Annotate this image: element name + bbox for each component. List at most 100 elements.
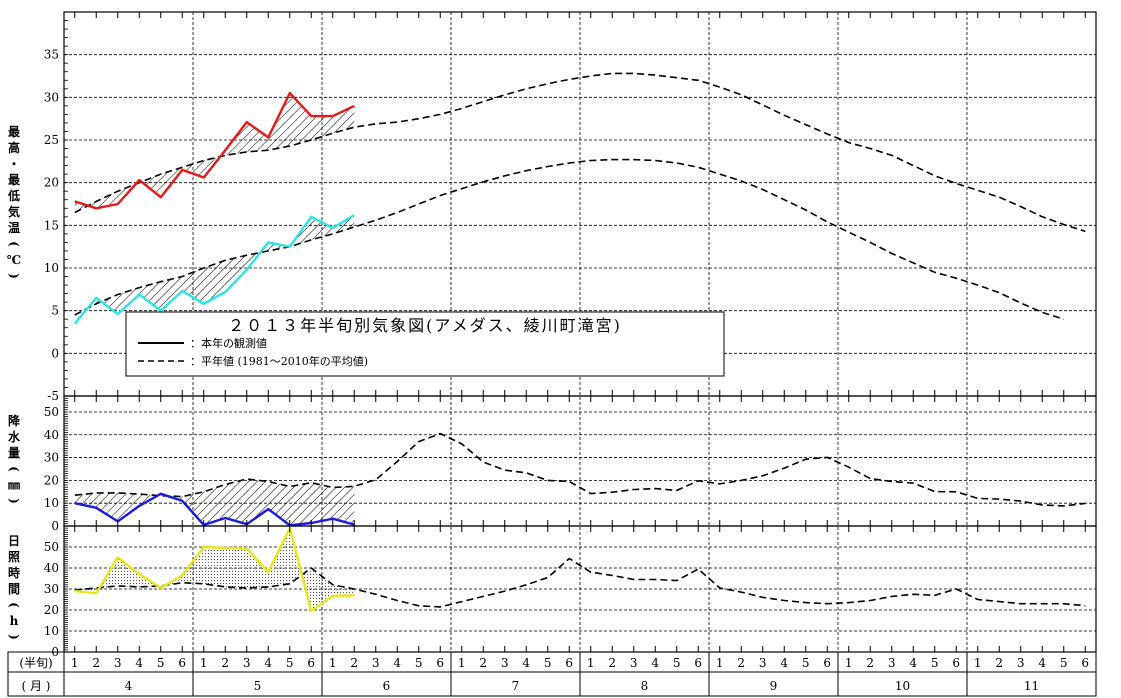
series-min-observed (73, 214, 355, 325)
half-month-label: 3 (1017, 656, 1025, 670)
month-axis-label: ( 月 ) (22, 679, 51, 693)
y-axis-label-char: ( (7, 241, 21, 247)
y-axis-label-char: 最 (8, 125, 21, 139)
y-axis-label-char: ( (7, 466, 21, 472)
half-month-label: 4 (522, 656, 530, 670)
half-month-label: 5 (1060, 656, 1068, 670)
y-tick-label: 10 (44, 624, 59, 638)
y-tick-label: 5 (51, 304, 59, 318)
y-axis-label-char: ) (7, 498, 21, 504)
legend: ２０１３年半旬別気象図(アメダス、綾川町滝宮) ：本年の観測値 ：平年値 (19… (125, 311, 725, 377)
half-month-label: 2 (479, 656, 487, 670)
tick-marks (64, 11, 1086, 653)
series-precip-normal (74, 432, 1086, 507)
month-label: 4 (125, 679, 133, 693)
half-month-label: 4 (909, 656, 917, 670)
series-max-observed (74, 91, 355, 210)
y-axis-label-char: 高 (8, 140, 20, 155)
y-axis-label-char: 時 (8, 565, 20, 580)
series-lines (73, 72, 1086, 613)
y-tick-label: 10 (44, 261, 59, 275)
half-month-label: 6 (952, 656, 960, 670)
y-tick-label: 20 (44, 176, 59, 190)
y-axis-label-char: 水 (8, 429, 21, 444)
y-tick-label: 30 (44, 451, 59, 465)
y-tick-label: 40 (44, 428, 59, 442)
y-axis-label-char: ・ (8, 157, 20, 171)
series-max-normal (74, 72, 1086, 233)
legend-box (125, 311, 725, 377)
y-tick-label: 30 (44, 90, 59, 104)
y-axis-label-char: ( (7, 602, 21, 608)
y-axis-label-char: 降 (8, 413, 21, 428)
y-tick-label: 20 (44, 603, 59, 617)
half-month-label: 6 (307, 656, 315, 670)
half-month-label: 3 (630, 656, 638, 670)
chart-title: ２０１３年半旬別気象図(アメダス、綾川町滝宮) (228, 316, 622, 335)
y-axis-label-char: h (10, 614, 19, 628)
y-tick-label: 10 (44, 496, 59, 510)
y-axis-label-char: 低 (7, 188, 20, 203)
half-month-label: 3 (243, 656, 251, 670)
month-label: 8 (641, 679, 649, 693)
series-sun-normal (74, 557, 1086, 608)
series-precip-observed (74, 492, 355, 527)
half-month-label: 1 (587, 656, 595, 670)
half-month-label: 2 (866, 656, 874, 670)
half-month-label: 1 (329, 656, 337, 670)
half-month-label: 6 (178, 656, 186, 670)
half-month-label: 2 (350, 656, 358, 670)
month-label: 11 (1024, 679, 1039, 693)
half-month-label: 6 (823, 656, 831, 670)
half-month-label: 4 (1038, 656, 1046, 670)
y-tick-label: 20 (44, 473, 59, 487)
month-label: 9 (770, 679, 778, 693)
half-month-label: 1 (458, 656, 466, 670)
half-month-label: 5 (286, 656, 294, 670)
y-tick-label: 30 (44, 582, 59, 596)
half-month-label: 1 (71, 656, 79, 670)
half-month-label: 4 (393, 656, 401, 670)
y-tick-label: 40 (44, 561, 59, 575)
legend-normal-label: ：平年値 (1981～2010年の平均値) (190, 354, 368, 368)
month-label: 7 (512, 679, 520, 693)
series-min-normal (74, 158, 1065, 320)
half-month-label: 6 (565, 656, 573, 670)
half-month-label: 1 (845, 656, 853, 670)
legend-observed-label: ：本年の観測値 (190, 336, 267, 350)
half-month-label: 1 (200, 656, 208, 670)
y-tick-label: 15 (44, 218, 59, 232)
y-tick-label: 0 (51, 346, 59, 360)
y-tick-label: 50 (44, 540, 59, 554)
y-axis-label-char: 最 (8, 173, 21, 187)
half-month-label: 2 (737, 656, 745, 670)
difference-fill (74, 215, 355, 324)
half-month-label: 2 (92, 656, 100, 670)
half-month-label: 2 (608, 656, 616, 670)
y-axis-label-char: 日 (8, 534, 20, 548)
y-tick-label: 50 (44, 405, 59, 419)
series-sun-observed (74, 526, 355, 613)
y-axis-label-char: 気 (8, 204, 20, 219)
y-tick-label: 35 (44, 48, 59, 62)
y-tick-label: -5 (47, 389, 59, 403)
half-month-label: 3 (372, 656, 380, 670)
difference-fill (74, 528, 355, 611)
half-month-label: 4 (780, 656, 788, 670)
half-month-label: 6 (436, 656, 444, 670)
y-axis-label-char: ㎜ (8, 478, 20, 492)
y-axis-label-char: 温 (8, 221, 20, 235)
half-month-label: 3 (759, 656, 767, 670)
half-month-label: 5 (673, 656, 681, 670)
half-month-label: 3 (114, 656, 122, 670)
half-month-label: 6 (1081, 656, 1089, 670)
half-month-label: 6 (694, 656, 702, 670)
half-month-axis-label: (半旬) (19, 656, 52, 670)
month-label: 5 (254, 679, 262, 693)
half-month-label: 1 (974, 656, 982, 670)
half-month-label: 4 (135, 656, 143, 670)
half-month-label: 2 (995, 656, 1003, 670)
month-label: 6 (383, 679, 391, 693)
